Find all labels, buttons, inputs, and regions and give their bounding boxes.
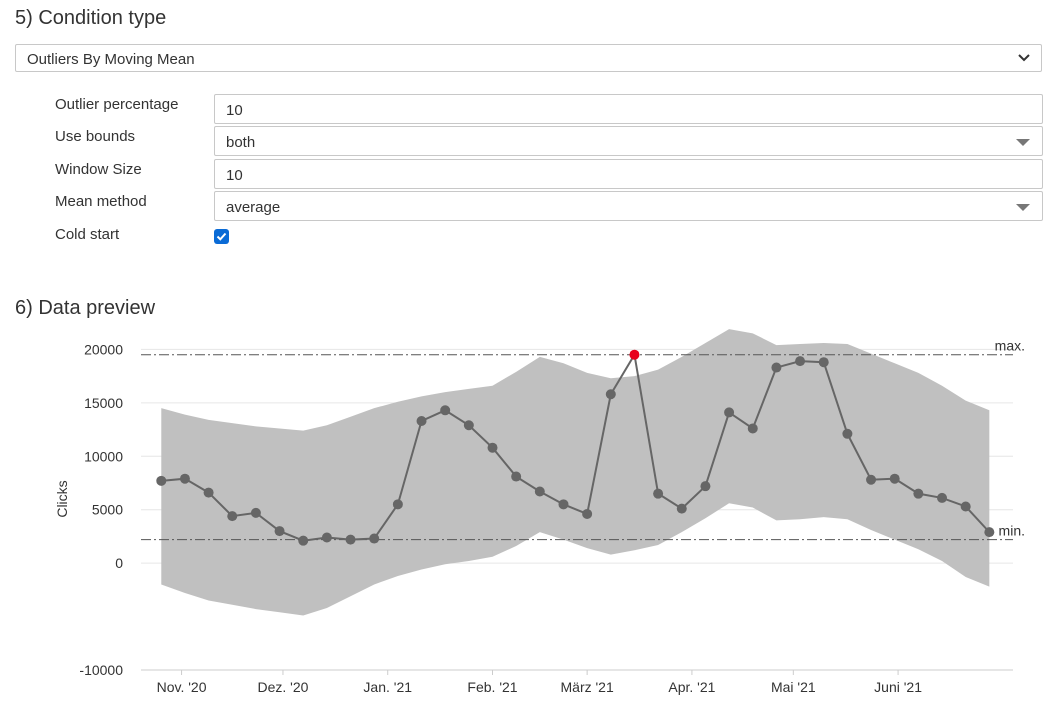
data-point [700,481,711,492]
data-point [582,508,593,519]
data-point [203,487,214,498]
data-point [605,389,616,400]
threshold-label: max. [995,338,1025,354]
y-tick-label: 20000 [84,341,123,357]
cold-start-label: Cold start [55,226,120,243]
confidence-band [161,329,990,616]
y-axis: -10000 0 5000 10000 15000 20000 [79,341,123,678]
window-size-value: 10 [226,167,243,184]
threshold-lines: max. min. [141,338,1025,541]
data-point [818,357,829,368]
y-tick-label: 15000 [84,395,123,411]
data-point [416,415,427,426]
data-preview-chart: max. min. -10000 0 5000 10000 15000 20000 Nov.… [54,329,1025,695]
data-point [653,488,664,499]
data-point [842,428,853,439]
data-point [487,442,498,453]
use-bounds-select[interactable]: both [214,126,1043,156]
x-tick-label: Dez. '20 [257,679,308,695]
data-point [771,362,782,373]
data-point [250,507,261,518]
mean-method-select[interactable]: average [214,191,1043,221]
data-point [392,499,403,510]
x-tick-label: Feb. '21 [467,679,517,695]
dropdown-arrow-icon [1016,139,1030,146]
data-preview-title: 6) Data preview [15,297,156,319]
x-tick-label: Juni '21 [874,679,922,695]
data-point [298,535,309,546]
data-point [984,527,995,538]
data-point [511,471,522,482]
mean-method-label: Mean method [55,193,147,210]
y-tick-label: 5000 [92,502,123,518]
data-point [227,511,238,522]
condition-type-title: 5) Condition type [15,7,167,29]
dropdown-arrow-icon [1016,204,1030,211]
outlier-percentage-label: Outlier percentage [55,96,179,113]
window-size-label: Window Size [55,161,142,178]
x-tick-label: Mai '21 [771,679,816,695]
data-point [463,420,474,431]
y-tick-label: -10000 [79,662,123,678]
threshold-label: min. [999,523,1025,539]
data-point [179,473,190,484]
data-point [676,503,687,514]
data-point [747,423,758,434]
use-bounds-label: Use bounds [55,128,136,145]
mean-method-value: average [226,199,281,216]
condition-type-select-value: Outliers By Moving Mean [27,51,195,68]
data-point [321,532,332,543]
chevron-down-icon [1018,54,1030,62]
data-point [440,405,451,416]
data-point [913,488,924,499]
series-points [156,349,995,546]
outlier-point [629,349,640,360]
y-tick-label: 0 [115,555,123,571]
data-point [960,501,971,512]
x-axis: Nov. '20 Dez. '20 Jan. '21 Feb. '21 März '21… [157,670,922,695]
data-point [724,407,735,418]
data-point [866,474,877,485]
data-point [345,534,356,545]
checkmark-icon [216,232,227,241]
outlier-percentage-value: 10 [226,102,243,119]
x-tick-label: Apr. '21 [668,679,715,695]
data-point [937,492,948,503]
condition-type-select[interactable]: Outliers By Moving Mean [15,44,1042,72]
data-point [889,473,900,484]
data-point [156,475,167,486]
data-point [274,526,285,537]
x-tick-label: Nov. '20 [157,679,207,695]
use-bounds-value: both [226,134,256,151]
y-tick-label: 10000 [84,448,123,464]
outlier-percentage-input[interactable]: 10 [214,94,1043,124]
x-tick-label: März '21 [561,679,614,695]
data-point [534,486,545,497]
window-size-input[interactable]: 10 [214,159,1043,189]
y-axis-label: Clicks [54,480,70,517]
data-point [795,356,806,367]
x-tick-label: Jan. '21 [363,679,412,695]
cold-start-checkbox[interactable] [214,229,229,244]
data-point [369,533,380,544]
data-point [558,499,569,510]
